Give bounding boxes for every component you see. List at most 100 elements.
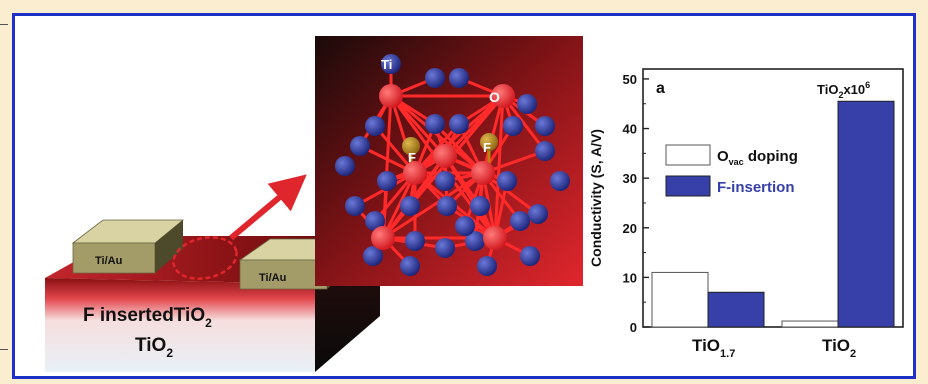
x-category-sub: 1.7 xyxy=(720,348,735,360)
ti-atom xyxy=(377,171,397,191)
y-tick-label: 0 xyxy=(630,320,637,335)
ti-atom xyxy=(405,231,425,251)
layer-bottom-text: TiO xyxy=(135,335,166,356)
ti-atom xyxy=(535,116,555,136)
layer-top-text: F insertedTiO xyxy=(83,305,205,326)
f-label-1: F xyxy=(408,150,416,165)
left-scale-mark-top xyxy=(0,24,8,25)
annotation-main: TiO xyxy=(817,82,838,97)
x-category-main: TiO xyxy=(822,336,850,355)
ti-atom xyxy=(400,256,420,276)
bar-finsertion-0 xyxy=(707,291,765,328)
structure-bond xyxy=(381,172,417,239)
annotation-suffix: x10 xyxy=(843,82,865,97)
legend-ovac-sub: vac xyxy=(729,157,744,167)
f-atom xyxy=(480,133,498,151)
left-scale-mark-bottom xyxy=(0,349,8,350)
annotation-sub: 2 xyxy=(838,90,843,100)
ti-atom xyxy=(449,68,469,88)
o-atom xyxy=(403,161,427,185)
figure-frame: Ti/Au Ti/Au F insertedTiO2 TiO2 xyxy=(12,13,916,379)
ti-atom xyxy=(517,94,537,114)
structure-bond xyxy=(382,171,484,240)
ti-atom xyxy=(449,114,469,134)
bar-ovac-1 xyxy=(781,320,839,328)
layer-top-sub: 2 xyxy=(205,316,212,330)
ti-atom xyxy=(435,238,455,258)
region-highlight-ellipse xyxy=(172,236,238,280)
electrode-right-label: Ti/Au xyxy=(259,272,286,284)
o-atom xyxy=(379,84,403,108)
legend-swatch-finsertion xyxy=(665,175,711,197)
structure-atoms xyxy=(335,54,570,276)
chart-annotation: TiO2x106 xyxy=(817,80,870,100)
o-atom xyxy=(491,84,515,108)
y-tick-label: 50 xyxy=(623,72,637,87)
y-tick-label: 40 xyxy=(623,122,637,137)
figure-canvas: Ti/Au Ti/Au F insertedTiO2 TiO2 xyxy=(45,36,904,372)
x-category-main: TiO xyxy=(692,336,720,355)
legend-ovac-suffix: doping xyxy=(744,148,798,165)
ti-atom xyxy=(400,196,420,216)
bar-ovac-0 xyxy=(651,271,709,328)
o-atom xyxy=(483,226,507,250)
layer-bottom-label: TiO2 xyxy=(135,335,173,360)
legend-label-finsertion: F-insertion xyxy=(717,179,795,196)
f-atom xyxy=(402,137,420,155)
legend-swatch-ovac xyxy=(665,144,711,166)
ti-atom xyxy=(363,246,383,266)
ti-atom xyxy=(425,68,445,88)
electrode-left-label: Ti/Au xyxy=(95,255,122,267)
zoom-arrow xyxy=(229,174,307,241)
x-category-sub: 2 xyxy=(850,348,856,360)
ti-atom xyxy=(350,136,370,156)
bars xyxy=(651,100,895,328)
legend-ovac-main: O xyxy=(717,148,729,165)
ti-atom xyxy=(470,196,490,216)
o-atom xyxy=(471,161,495,185)
ti-atom xyxy=(497,171,517,191)
ti-atom xyxy=(435,171,455,191)
ti-atom xyxy=(381,54,401,74)
layer-top-label: F insertedTiO2 xyxy=(83,305,212,330)
ti-atom xyxy=(550,171,570,191)
ti-atom xyxy=(465,231,485,251)
structure-illustration: Ti O F F xyxy=(315,36,583,286)
ti-atom xyxy=(528,204,548,224)
annotation-sup: 6 xyxy=(865,80,870,90)
o-atom xyxy=(433,144,457,168)
x-category-label: TiO1.7 xyxy=(692,336,735,360)
y-tick-label: 20 xyxy=(623,221,637,236)
o-label: O xyxy=(489,89,500,105)
ti-atom xyxy=(510,211,530,231)
device-front-face xyxy=(45,278,315,372)
y-axis-ticks: 0 10 20 30 40 50 xyxy=(623,72,649,335)
ti-atom xyxy=(503,116,523,136)
legend: Ovac doping F-insertion xyxy=(665,144,798,197)
layer-bottom-sub: 2 xyxy=(166,346,173,360)
bar-finsertion-1 xyxy=(837,100,895,328)
y-tick-label: 10 xyxy=(623,270,637,285)
ti-atom xyxy=(345,196,365,216)
ti-atom xyxy=(425,114,445,134)
ti-atom xyxy=(335,156,355,176)
x-axis-categories: TiO1.7 TiO2 xyxy=(692,336,856,360)
panel-label: a xyxy=(656,80,665,97)
structure-bond xyxy=(389,94,447,158)
structure-bond xyxy=(414,94,504,175)
electrode-left: Ti/Au xyxy=(71,219,185,274)
o-atom xyxy=(371,226,395,250)
x-category-label: TiO2 xyxy=(822,336,856,360)
f-label-2: F xyxy=(483,140,491,155)
ti-label: Ti xyxy=(381,57,392,72)
y-tick-label: 30 xyxy=(623,171,637,186)
ti-atom xyxy=(437,196,457,216)
ti-atom xyxy=(520,246,540,266)
ti-atom xyxy=(455,216,475,236)
legend-label-ovac: Ovac doping xyxy=(717,148,798,167)
ti-atom xyxy=(365,211,385,231)
y-axis-label: Conductivity (S, A/V) xyxy=(588,129,604,267)
ti-atom xyxy=(535,141,555,161)
ti-atom xyxy=(365,116,385,136)
